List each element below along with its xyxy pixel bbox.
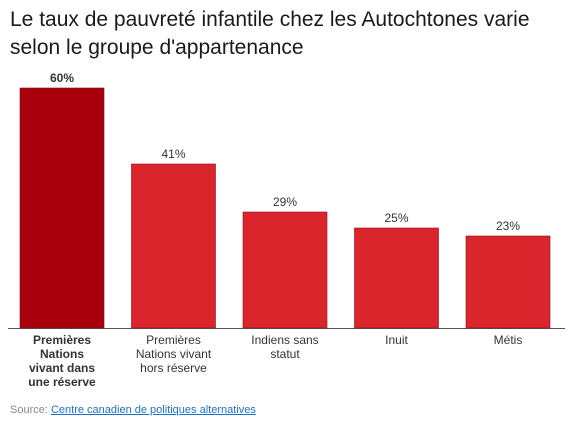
bar-3 [242,211,328,329]
bar-2 [131,163,216,329]
value-label-1: 60% [50,71,74,85]
category-label-2: Premières Nations vivant hors réserve [136,333,212,375]
source-prefix: Source: [10,404,48,416]
chart-title: Le taux de pauvreté infantile chez les A… [10,8,530,59]
bar-1 [19,87,105,329]
value-label-4: 25% [384,211,408,225]
category-label-5: Métis [494,333,523,347]
bar-4 [354,227,439,329]
source-note: Source: Centre canadien de politiques al… [10,404,256,416]
category-label-3: Indiens sans statut [251,333,318,361]
category-label-4: Inuit [385,333,408,347]
category-label-1: Premières Nations vivant dans une réserve [28,333,96,389]
bar-5 [465,235,551,329]
value-label-3: 29% [273,195,297,209]
source-link[interactable]: Centre canadien de politiques alternativ… [50,404,256,416]
value-label-5: 23% [496,219,520,233]
value-label-2: 41% [161,147,185,161]
